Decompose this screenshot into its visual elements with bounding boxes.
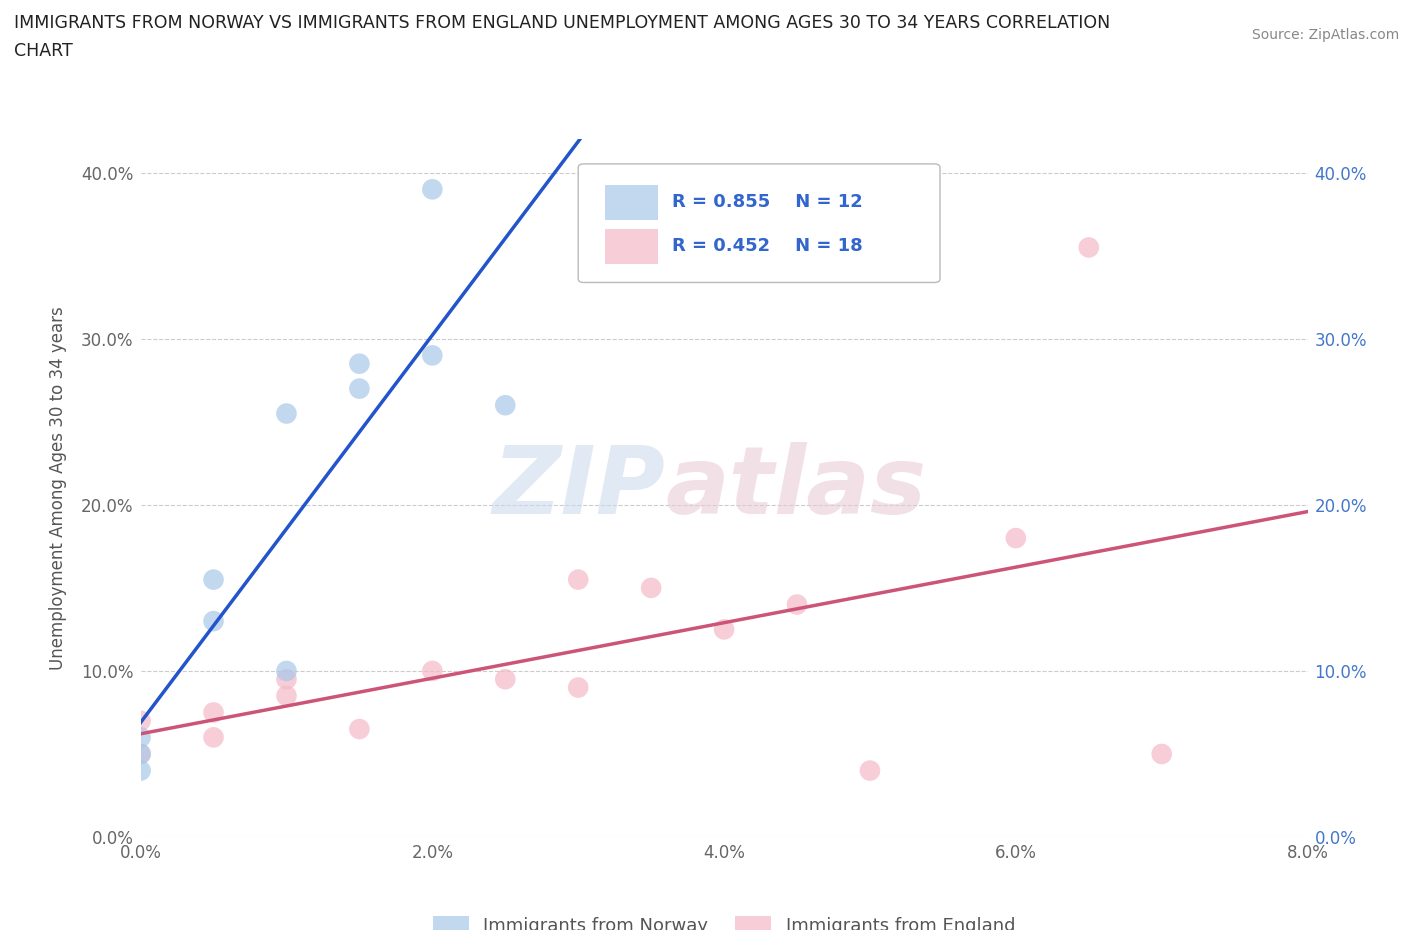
Point — [567, 572, 589, 587]
Point — [494, 671, 516, 686]
Y-axis label: Unemployment Among Ages 30 to 34 years: Unemployment Among Ages 30 to 34 years — [49, 306, 67, 671]
Text: R = 0.452    N = 18: R = 0.452 N = 18 — [672, 237, 862, 255]
Point — [567, 680, 589, 695]
Point — [349, 722, 371, 737]
Point — [202, 705, 225, 720]
Text: Source: ZipAtlas.com: Source: ZipAtlas.com — [1251, 28, 1399, 42]
Point — [202, 572, 225, 587]
Text: atlas: atlas — [666, 443, 927, 534]
Point — [129, 764, 152, 778]
Point — [713, 622, 735, 637]
Point — [422, 663, 444, 678]
Point — [1005, 531, 1028, 546]
Point — [129, 747, 152, 762]
Point — [494, 398, 516, 413]
Point — [276, 406, 298, 421]
FancyBboxPatch shape — [605, 229, 658, 264]
Point — [202, 614, 225, 629]
Point — [422, 182, 444, 197]
Point — [640, 580, 662, 595]
Point — [422, 348, 444, 363]
Point — [349, 356, 371, 371]
Point — [786, 597, 808, 612]
Point — [276, 688, 298, 703]
Text: CHART: CHART — [14, 42, 73, 60]
Point — [859, 764, 882, 778]
Legend: Immigrants from Norway, Immigrants from England: Immigrants from Norway, Immigrants from … — [426, 909, 1022, 930]
FancyBboxPatch shape — [605, 185, 658, 219]
Text: R = 0.855    N = 12: R = 0.855 N = 12 — [672, 193, 862, 211]
Point — [1150, 747, 1173, 762]
Text: IMMIGRANTS FROM NORWAY VS IMMIGRANTS FROM ENGLAND UNEMPLOYMENT AMONG AGES 30 TO : IMMIGRANTS FROM NORWAY VS IMMIGRANTS FRO… — [14, 14, 1111, 32]
Text: ZIP: ZIP — [494, 443, 666, 534]
Point — [129, 713, 152, 728]
Point — [349, 381, 371, 396]
Point — [276, 671, 298, 686]
Point — [129, 747, 152, 762]
Point — [1077, 240, 1099, 255]
Point — [276, 663, 298, 678]
Point — [202, 730, 225, 745]
FancyBboxPatch shape — [578, 164, 941, 283]
Point — [129, 730, 152, 745]
